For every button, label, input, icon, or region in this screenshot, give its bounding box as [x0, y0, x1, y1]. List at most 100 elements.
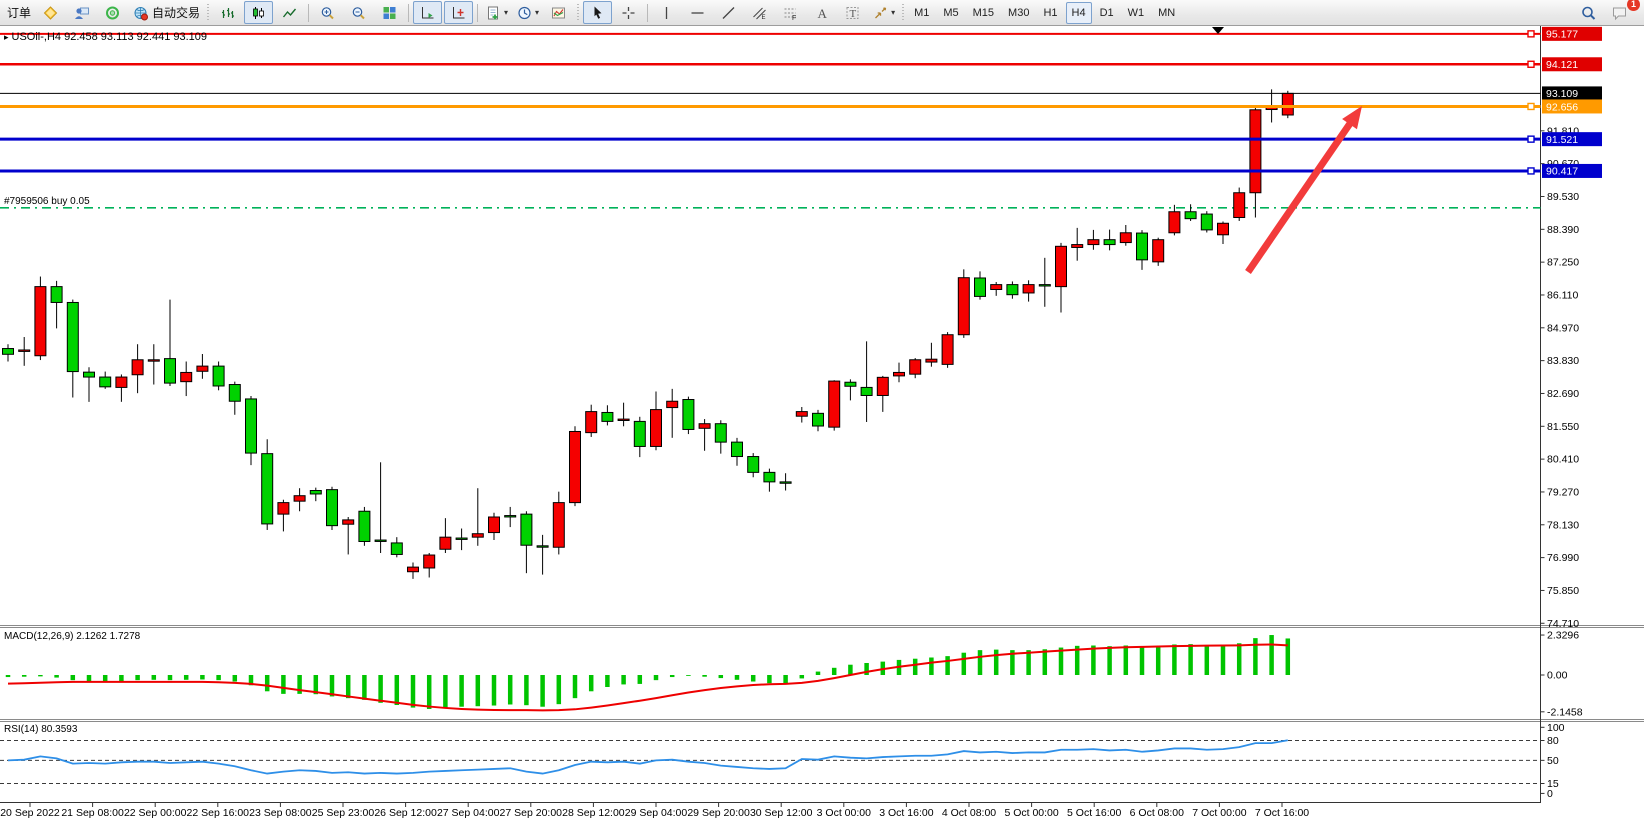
text-icon: A [818, 6, 828, 21]
toolbar-grip-handle[interactable] [902, 3, 905, 22]
time-axis-label: 5 Oct 16:00 [1067, 807, 1121, 819]
trend-arrow-head[interactable] [1342, 106, 1362, 130]
new-chart-button[interactable]: ▾ [482, 1, 511, 24]
zoom-out-button[interactable] [344, 1, 373, 24]
timeframe-button-m30[interactable]: M30 [1008, 6, 1030, 19]
candlestick-down [1038, 284, 1051, 287]
crosshair-icon [622, 6, 635, 19]
fibonacci-icon: F [784, 8, 796, 21]
candlestick-up [569, 430, 581, 504]
news-icon[interactable] [36, 1, 65, 24]
bar-chart-icon [222, 7, 235, 18]
price-tick-label: 78.130 [1547, 519, 1579, 531]
chat-button[interactable]: 1 [1605, 0, 1640, 24]
rsi-tick-label: 15 [1547, 778, 1559, 790]
expand-quote-icon[interactable]: ▸ [4, 32, 9, 42]
arrows-button[interactable]: ▾ [869, 1, 898, 24]
crosshair-button[interactable] [614, 1, 643, 24]
candlestick-up [666, 400, 679, 409]
search-button[interactable] [1574, 1, 1603, 24]
timeframe-button-m15[interactable]: M15 [972, 6, 995, 19]
fibonacci-button[interactable]: F [776, 1, 805, 24]
line-chart-button[interactable] [275, 1, 304, 24]
community-icon[interactable] [98, 1, 127, 24]
dropdown-caret-icon[interactable]: ▾ [535, 8, 540, 17]
candlestick-up [180, 371, 193, 383]
line-chart-icon [282, 8, 297, 17]
chart-shift-marker-icon[interactable] [1212, 27, 1224, 34]
candlestick-chart-icon [253, 6, 264, 19]
indicators-button[interactable] [544, 1, 573, 24]
candlestick-down [309, 490, 322, 495]
bar-chart-button[interactable] [213, 1, 242, 24]
dropdown-caret-icon[interactable]: ▾ [891, 8, 896, 17]
price-tick-label: 86.110 [1547, 289, 1578, 301]
timeframe-button-m1[interactable]: M1 [914, 6, 930, 19]
candlestick-up [1152, 239, 1165, 263]
candlestick-up [1119, 232, 1132, 244]
periods-button[interactable]: ▾ [513, 1, 542, 24]
candlestick-down [212, 365, 225, 387]
open-order-label: #7959506 buy 0.05 [4, 196, 90, 207]
price-tick-label: 83.830 [1547, 355, 1579, 367]
arrows-icon [875, 6, 887, 18]
timeframe-button-w1[interactable]: W1 [1127, 6, 1145, 19]
price-badge [1542, 99, 1602, 114]
trendline-button[interactable] [714, 1, 743, 24]
candlestick-down [779, 481, 792, 484]
chat-icon [1613, 7, 1626, 20]
candlestick-chart-button[interactable] [244, 1, 274, 24]
toolbar-grip-handle[interactable] [577, 3, 580, 22]
auto-scroll-button[interactable] [413, 1, 443, 24]
candlestick-down [633, 420, 646, 447]
timeframe-button-h4[interactable]: H4 [1065, 1, 1092, 24]
autotrade-button[interactable]: 自动交易 [129, 1, 203, 24]
candlestick-down [245, 398, 257, 454]
text-button[interactable]: A [807, 1, 836, 24]
horizontal-line-button[interactable] [683, 1, 712, 24]
candlestick-up [990, 284, 1003, 291]
candlestick-down [747, 456, 760, 473]
zoom-in-button[interactable] [313, 1, 342, 24]
dropdown-caret-icon[interactable]: ▾ [504, 8, 509, 17]
accounts-icon[interactable] [67, 1, 96, 24]
order-button-label: 订单 [7, 6, 32, 20]
line-endpoint-knob[interactable] [1527, 60, 1535, 68]
candlestick-up [828, 380, 841, 428]
timeframe-button-mn[interactable]: MN [1158, 6, 1176, 19]
candlestick-up [941, 334, 954, 365]
equidistant-channel-button[interactable]: E [745, 1, 774, 24]
chart-shift-button[interactable] [444, 1, 474, 24]
line-endpoint-knob[interactable] [1527, 167, 1535, 175]
line-endpoint-knob[interactable] [1527, 30, 1535, 38]
line-endpoint-knob[interactable] [1527, 102, 1535, 111]
timeframe-button-m5[interactable]: M5 [943, 6, 959, 19]
candlestick-up [407, 566, 419, 573]
price-badge [1542, 86, 1602, 101]
text-label-button[interactable]: T [838, 1, 867, 24]
timeframe-button-d1[interactable]: D1 [1099, 6, 1114, 19]
indicators-icon [552, 7, 566, 18]
candlestick-up [293, 495, 306, 502]
vertical-line-button[interactable] [652, 1, 681, 24]
trend-arrow-annotation[interactable] [1245, 117, 1356, 274]
tile-windows-button[interactable] [375, 1, 404, 24]
candlestick-up [342, 519, 355, 525]
order-button[interactable]: 订单 [1, 1, 34, 24]
cursor-button[interactable] [583, 1, 613, 24]
toolbar-grip-handle[interactable] [207, 3, 210, 22]
candlestick-up [698, 423, 711, 429]
candlestick-up [617, 418, 630, 421]
toolbar-separator [647, 3, 649, 22]
candlestick-up [1087, 239, 1100, 246]
candlestick-up [1233, 192, 1246, 219]
line-endpoint-knob[interactable] [1527, 135, 1535, 143]
time-axis-label: 4 Oct 08:00 [942, 807, 996, 819]
candlestick-down [1103, 239, 1116, 246]
candlestick-up [795, 411, 808, 417]
timeframe-button-h1[interactable]: H1 [1043, 6, 1058, 19]
candlestick-up [925, 358, 938, 363]
toolbar-separator [477, 3, 479, 22]
price-badge [1542, 163, 1602, 178]
price-badge-label: 94.121 [1546, 59, 1578, 71]
